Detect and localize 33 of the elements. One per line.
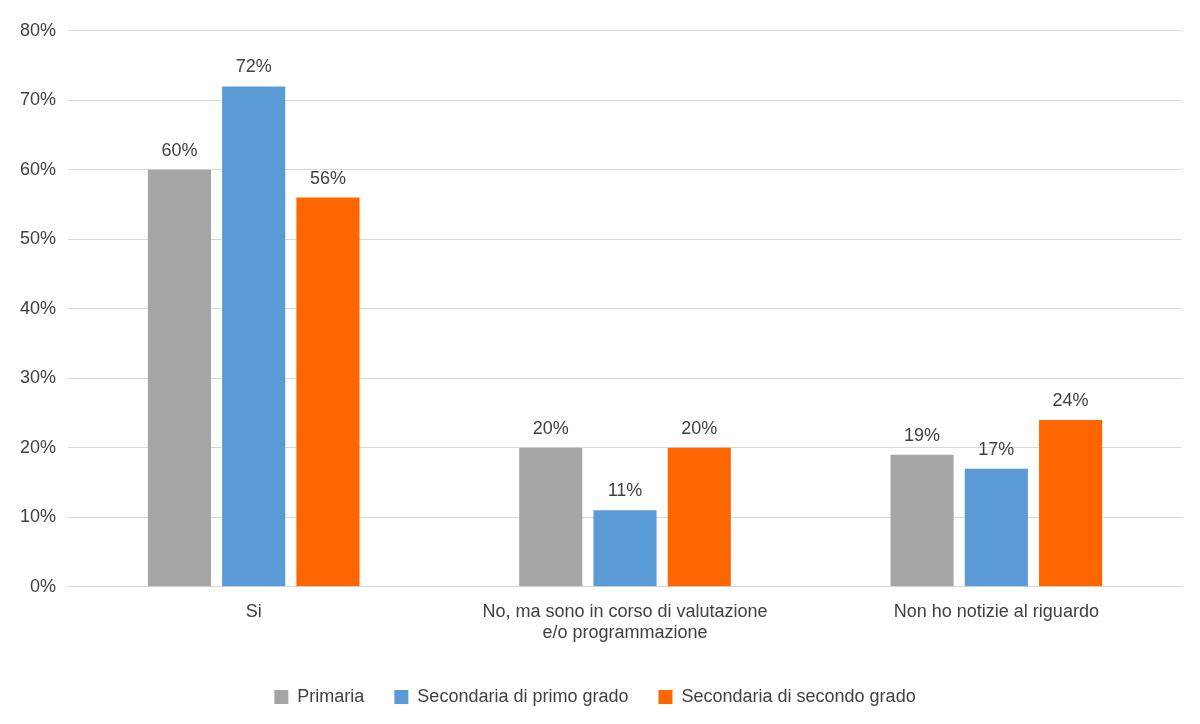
data-label: 20%: [532, 417, 569, 438]
data-label: 72%: [235, 56, 272, 77]
y-tick-label: 70%: [20, 89, 57, 110]
y-tick-label: 0%: [30, 575, 57, 596]
data-label: 17%: [978, 438, 1015, 459]
bar: [222, 86, 286, 587]
x-tick-label: Non ho notizie al riguardo: [893, 600, 1099, 621]
y-tick-label: 40%: [20, 297, 57, 318]
legend-label: Primaria: [297, 685, 366, 706]
bar: [1039, 420, 1103, 587]
y-tick-label: 60%: [20, 158, 57, 179]
bar: [667, 447, 731, 587]
bar: [964, 468, 1028, 587]
bar: [890, 454, 954, 587]
y-tick-label: 80%: [20, 19, 57, 40]
data-label: 20%: [681, 417, 718, 438]
y-tick-label: 30%: [20, 367, 57, 388]
data-label: 19%: [904, 424, 941, 445]
x-tick-label: Si: [245, 600, 262, 621]
legend-label: Secondaria di primo grado: [417, 685, 629, 706]
x-tick-label: No, ma sono in corso di valutazione e/o programmazione: [482, 600, 768, 643]
y-tick-label: 50%: [20, 228, 57, 249]
data-label: 60%: [161, 139, 198, 160]
bar: [593, 510, 657, 587]
data-label: 56%: [309, 167, 346, 188]
data-label: 24%: [1052, 389, 1089, 410]
bar: [519, 447, 583, 587]
bar: [296, 197, 360, 587]
y-tick-label: 20%: [20, 436, 57, 457]
bar: [147, 169, 211, 587]
legend-label: Secondaria di secondo grado: [681, 685, 916, 706]
y-tick-label: 10%: [20, 506, 57, 527]
data-label: 11%: [607, 480, 643, 501]
